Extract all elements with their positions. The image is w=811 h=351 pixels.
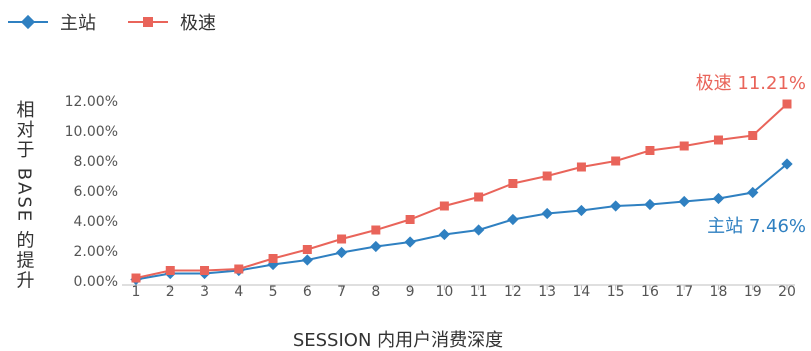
data-point-square — [645, 146, 655, 155]
x-tick-label: 17 — [675, 284, 693, 300]
series-main-site — [130, 158, 793, 286]
x-tick-label: 8 — [371, 284, 380, 300]
x-tick-label: 6 — [303, 284, 312, 300]
data-point-square — [405, 215, 415, 224]
data-point-diamond — [472, 224, 485, 236]
chart-legend: 主站 极速 — [8, 13, 216, 34]
series-line — [135, 103, 788, 279]
data-point-square — [268, 254, 278, 263]
x-tick-label: 9 — [406, 284, 415, 300]
series-layer — [130, 99, 793, 286]
x-tick-label: 5 — [269, 284, 278, 300]
legend-marker-fast — [143, 17, 153, 27]
x-tick-label: 15 — [607, 284, 625, 300]
data-point-square — [748, 131, 758, 140]
data-point-diamond — [438, 228, 451, 241]
data-point-diamond — [678, 195, 690, 208]
x-tick-label: 12 — [504, 284, 522, 300]
x-tick-label: 18 — [710, 284, 728, 300]
legend-marker-main-site — [20, 14, 36, 30]
x-tick-label: 16 — [641, 284, 659, 300]
data-point-diamond — [610, 200, 622, 212]
x-tick-label: 7 — [337, 284, 346, 300]
y-axis: 0.00% 2.00% 4.00% 6.00% 8.00% 10.00% 12.00% — [65, 94, 118, 290]
data-point-square — [576, 162, 586, 172]
x-tick-label: 3 — [200, 284, 209, 300]
x-tick-label: 4 — [234, 284, 243, 300]
x-tick-label: 2 — [166, 284, 175, 300]
data-point-diamond — [575, 204, 588, 217]
data-point-diamond — [541, 207, 553, 220]
data-point-diamond — [507, 213, 519, 226]
data-point-square — [200, 266, 210, 275]
data-point-square — [713, 135, 723, 145]
x-tick-label: 19 — [744, 284, 762, 300]
data-point-square — [611, 156, 621, 166]
y-tick-label: 8.00% — [74, 154, 118, 170]
data-point-square — [679, 141, 689, 151]
data-point-square — [131, 273, 141, 283]
data-point-square — [508, 179, 518, 188]
y-tick-label: 0.00% — [74, 274, 118, 290]
data-point-diamond — [747, 186, 759, 199]
data-point-square — [542, 171, 552, 181]
data-point-square — [302, 245, 312, 254]
series-fast — [131, 99, 792, 283]
x-tick-label: 20 — [778, 284, 796, 300]
data-point-diamond — [370, 240, 382, 253]
series-line — [135, 163, 788, 281]
legend-label-fast: 极速 — [180, 13, 216, 34]
x-tick-label: 1 — [132, 284, 141, 300]
end-label: 主站 7.46% — [707, 216, 806, 237]
data-point-square — [474, 192, 484, 202]
y-tick-label: 2.00% — [74, 244, 118, 260]
data-point-square — [234, 264, 244, 274]
end-labels-layer: 主站 7.46% 极速 11.21% — [696, 73, 806, 237]
data-point-square — [782, 99, 792, 109]
data-point-square — [371, 225, 381, 235]
data-point-diamond — [781, 158, 793, 170]
legend-item-fast: 极速 — [128, 13, 216, 34]
y-tick-label: 10.00% — [65, 124, 118, 140]
data-point-square — [439, 201, 449, 211]
y-tick-label: 4.00% — [74, 214, 118, 230]
data-point-diamond — [712, 192, 725, 205]
x-tick-label: 13 — [538, 284, 556, 300]
y-axis-label: 相对于 BASE 的提升 — [14, 100, 35, 291]
data-point-square — [165, 266, 175, 275]
x-tick-label: 11 — [470, 284, 488, 300]
y-tick-label: 12.00% — [65, 94, 118, 110]
data-point-diamond — [335, 246, 348, 259]
x-tick-label: 10 — [435, 284, 453, 300]
data-point-diamond — [644, 198, 656, 211]
legend-label-main-site: 主站 — [60, 13, 96, 34]
x-axis: 1 2 3 4 5 6 7 8 9 10 11 12 13 14 15 16 17 18 19 20 — [122, 284, 796, 300]
end-label: 极速 11.21% — [696, 73, 806, 94]
x-tick-label: 14 — [573, 284, 591, 300]
legend-item-main-site: 主站 — [8, 13, 96, 34]
x-axis-label: SESSION 内用户消费深度 — [293, 330, 503, 351]
data-point-square — [337, 234, 347, 244]
data-point-diamond — [301, 254, 313, 266]
y-tick-label: 6.00% — [74, 184, 118, 200]
data-point-diamond — [404, 236, 416, 248]
